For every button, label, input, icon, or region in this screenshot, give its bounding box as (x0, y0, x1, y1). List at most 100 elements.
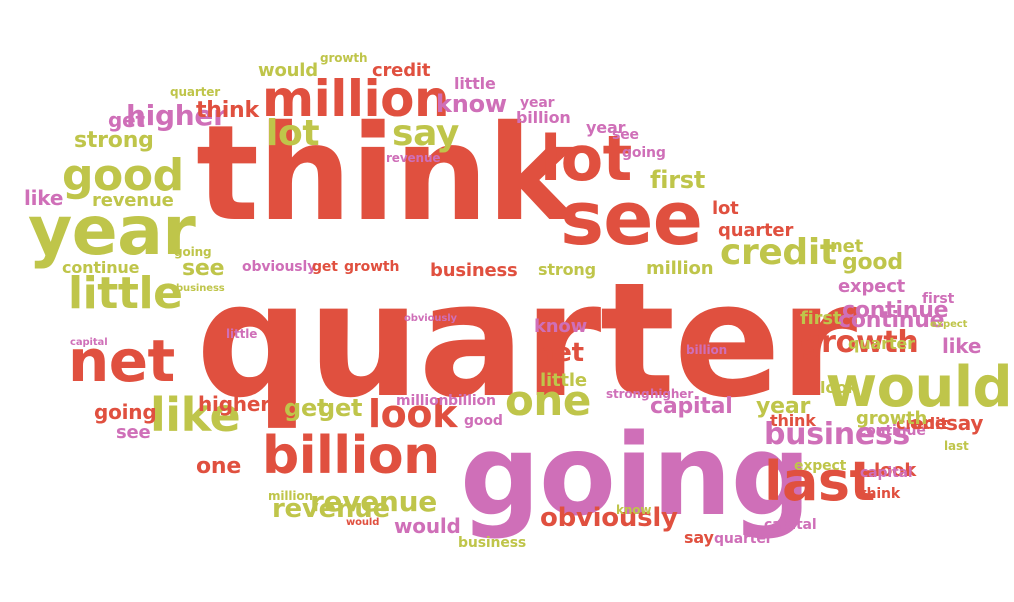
word-like: like (942, 334, 982, 358)
word-see: see (182, 256, 225, 281)
word-higher: higher (650, 387, 694, 401)
word-credit: credit (720, 232, 837, 273)
word-billion: billion (516, 108, 571, 127)
word-see: see (612, 127, 639, 143)
word-lot: lot (540, 122, 632, 195)
word-see: see (560, 176, 703, 262)
word-year: year (520, 95, 555, 111)
word-net: net (830, 236, 864, 257)
word-expect: expect (794, 458, 847, 474)
word-expect: expect (930, 319, 968, 330)
word-capital: capital (764, 517, 817, 533)
word-growth: growth (344, 259, 400, 275)
word-revenue: revenue (386, 151, 441, 165)
word-billion: billion (448, 393, 496, 409)
word-growth: growth (800, 325, 919, 360)
word-credit: credit (896, 414, 948, 433)
word-higher: higher (198, 392, 270, 416)
word-say: say (392, 113, 460, 154)
word-million: million (268, 489, 313, 503)
word-net: net (68, 327, 175, 395)
word-think: think (196, 97, 575, 251)
word-say: say (946, 411, 984, 435)
word-net: net (536, 338, 584, 368)
word-look: look (368, 392, 457, 436)
word-last: last (764, 450, 875, 513)
word-one: one (910, 413, 947, 434)
word-going: going (94, 400, 157, 424)
word-one: one (505, 376, 591, 425)
word-continue: continue (842, 298, 949, 323)
word-strong: strong (74, 128, 154, 153)
word-year: year (756, 394, 811, 419)
word-revenue: revenue (92, 190, 174, 211)
word-think: think (770, 411, 816, 430)
word-strong: strong (538, 260, 596, 279)
word-little: little (454, 74, 496, 93)
word-quarter: quarter (714, 531, 773, 547)
word-good: good (842, 250, 903, 275)
word-get: get (108, 108, 145, 132)
word-would: would (394, 514, 461, 538)
word-know: know (534, 316, 588, 337)
word-little: little (68, 268, 183, 319)
word-capital: capital (650, 394, 733, 419)
word-growth: growth (856, 408, 928, 429)
word-growth: growth (320, 51, 368, 65)
word-going: going (460, 411, 811, 541)
word-lot: lot (712, 198, 739, 219)
word-going: going (174, 245, 212, 259)
word-going: going (622, 145, 666, 161)
word-year: year (586, 118, 626, 137)
word-capital: capital (860, 465, 913, 481)
word-get: get (312, 259, 338, 275)
word-business: business (430, 260, 518, 281)
word-would: would (258, 60, 318, 81)
word-say: say (684, 528, 714, 547)
word-obviously: obviously (540, 503, 678, 533)
word-higher: higher (126, 99, 227, 132)
word-business: business (176, 283, 225, 294)
word-good: good (62, 150, 184, 201)
word-credit: credit (372, 60, 431, 81)
word-one: one (196, 454, 242, 479)
word-obviously: obviously (242, 259, 317, 275)
word-first: first (650, 166, 706, 194)
word-first: first (922, 291, 955, 307)
word-little: little (226, 327, 258, 341)
word-like: like (24, 186, 64, 210)
word-expect: expect (838, 276, 906, 297)
word-know: know (616, 503, 652, 517)
word-continue: continue (62, 258, 140, 277)
word-lot: lot (266, 113, 320, 154)
word-million: million (262, 70, 450, 128)
word-look: look (874, 460, 917, 481)
word-good: good (464, 413, 503, 429)
word-get: get (318, 394, 363, 422)
word-think: think (196, 98, 259, 123)
word-revenue: revenue (272, 494, 390, 524)
word-revenue: revenue (310, 485, 437, 518)
word-capital: capital (70, 337, 108, 348)
word-look: look (820, 378, 858, 397)
word-business: business (764, 417, 910, 452)
word-quarter: quarter (718, 220, 794, 241)
word-see: see (116, 422, 151, 443)
word-million: million (396, 393, 449, 409)
word-first: first (800, 308, 842, 329)
word-quarter: quarter (170, 85, 221, 99)
word-like: like (150, 388, 241, 442)
word-think: think (860, 486, 901, 502)
word-continue: continue (858, 423, 926, 439)
word-obviously: obviously (404, 313, 457, 324)
word-billion: billion (262, 426, 440, 486)
word-get: get (284, 394, 329, 422)
word-would: would (346, 517, 380, 528)
word-last: last (944, 439, 969, 453)
word-continue: continue (838, 308, 945, 333)
word-billion: billion (686, 343, 727, 357)
word-strong: strong (606, 387, 650, 401)
word-know: know (436, 90, 507, 118)
word-would: would (825, 355, 1012, 420)
